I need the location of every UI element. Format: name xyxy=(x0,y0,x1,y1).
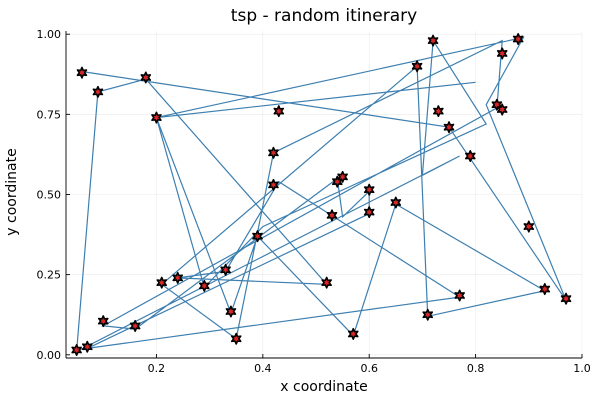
city-marker-30 xyxy=(491,98,503,111)
axes: 0.2 0.4 0.6 0.8 1.0 0.00 0.25 0.50 0.75 1.00 xyxy=(37,28,591,375)
city-marker-star xyxy=(268,146,279,159)
marker-layer xyxy=(71,33,572,356)
city-marker-star xyxy=(273,105,285,118)
city-marker-star xyxy=(321,276,332,289)
city-marker-20 xyxy=(363,183,375,196)
city-marker-36 xyxy=(560,292,572,305)
city-marker-star xyxy=(560,292,572,305)
y-tick-label-3: 0.75 xyxy=(37,108,62,121)
city-marker-star xyxy=(172,271,184,284)
city-marker-star xyxy=(230,332,242,345)
city-marker-11 xyxy=(225,305,237,318)
x-axis-label: x coordinate xyxy=(280,379,367,395)
city-marker-0 xyxy=(71,343,82,356)
city-marker-star xyxy=(220,263,231,276)
city-marker-24 xyxy=(422,308,434,321)
city-marker-10 xyxy=(220,263,231,276)
city-marker-4 xyxy=(129,319,141,332)
city-marker-19 xyxy=(347,327,359,340)
city-marker-star xyxy=(252,230,263,243)
city-marker-33 xyxy=(512,33,524,46)
x-tick-label-3: 0.8 xyxy=(467,362,485,375)
city-marker-star xyxy=(496,47,508,60)
city-marker-25 xyxy=(427,34,439,47)
city-marker-22 xyxy=(390,196,402,209)
y-tick-label-1: 0.25 xyxy=(37,269,62,282)
city-marker-16 xyxy=(321,276,332,289)
city-marker-star xyxy=(363,206,375,219)
city-marker-14 xyxy=(268,178,279,191)
city-marker-6 xyxy=(151,111,162,124)
city-marker-star xyxy=(427,34,439,47)
y-axis-label: y coordinate xyxy=(4,148,20,235)
city-marker-star xyxy=(411,60,423,73)
city-marker-18 xyxy=(337,170,348,183)
city-marker-35 xyxy=(539,283,551,296)
y-tick-label-0: 0.00 xyxy=(37,349,62,362)
city-marker-star xyxy=(268,178,279,191)
city-marker-star xyxy=(76,66,88,79)
city-marker-star xyxy=(454,289,465,302)
city-marker-1 xyxy=(81,340,93,353)
city-marker-star xyxy=(496,103,508,116)
city-marker-12 xyxy=(230,332,242,345)
city-marker-9 xyxy=(199,279,210,292)
city-marker-star xyxy=(433,105,444,118)
city-marker-star xyxy=(422,308,434,321)
city-marker-star xyxy=(140,71,152,84)
city-marker-39 xyxy=(76,66,88,79)
city-marker-star xyxy=(97,315,109,328)
city-marker-star xyxy=(156,276,168,289)
city-marker-star xyxy=(347,327,359,340)
city-marker-star xyxy=(151,111,162,124)
city-marker-star xyxy=(539,283,551,296)
city-marker-2 xyxy=(92,85,104,98)
chart-title: tsp - random itinerary xyxy=(231,6,417,26)
city-marker-21 xyxy=(363,206,375,219)
city-marker-star xyxy=(464,150,476,163)
city-marker-7 xyxy=(156,276,168,289)
city-marker-star xyxy=(512,33,524,46)
city-marker-38 xyxy=(326,209,338,222)
city-marker-star xyxy=(390,196,402,209)
city-marker-28 xyxy=(454,289,465,302)
city-marker-star xyxy=(363,183,375,196)
city-marker-27 xyxy=(443,121,455,134)
city-marker-13 xyxy=(252,230,263,243)
city-marker-star xyxy=(92,85,104,98)
city-marker-star xyxy=(523,220,535,233)
city-marker-37 xyxy=(268,146,279,159)
grid xyxy=(66,31,583,358)
x-tick-label-4: 1.0 xyxy=(573,362,591,375)
city-marker-26 xyxy=(433,105,444,118)
city-marker-23 xyxy=(411,60,423,73)
city-marker-star xyxy=(225,305,237,318)
x-tick-label-2: 0.6 xyxy=(360,362,378,375)
x-tick-label-1: 0.4 xyxy=(254,362,272,375)
city-marker-32 xyxy=(496,103,508,116)
city-marker-star xyxy=(129,319,141,332)
y-tick-label-4: 1.00 xyxy=(37,28,62,41)
city-marker-star xyxy=(337,170,348,183)
city-marker-star xyxy=(71,343,82,356)
city-marker-5 xyxy=(140,71,152,84)
city-marker-star xyxy=(443,121,455,134)
city-marker-star xyxy=(491,98,503,111)
city-marker-34 xyxy=(523,220,535,233)
x-tick-label-0: 0.2 xyxy=(148,362,166,375)
city-marker-31 xyxy=(496,47,508,60)
city-marker-star xyxy=(326,209,338,222)
y-tick-label-2: 0.50 xyxy=(37,189,62,202)
city-marker-3 xyxy=(97,315,109,328)
city-marker-8 xyxy=(172,271,184,284)
city-marker-29 xyxy=(464,150,476,163)
city-marker-star xyxy=(199,279,210,292)
city-marker-star xyxy=(81,340,93,353)
city-marker-15 xyxy=(273,105,285,118)
